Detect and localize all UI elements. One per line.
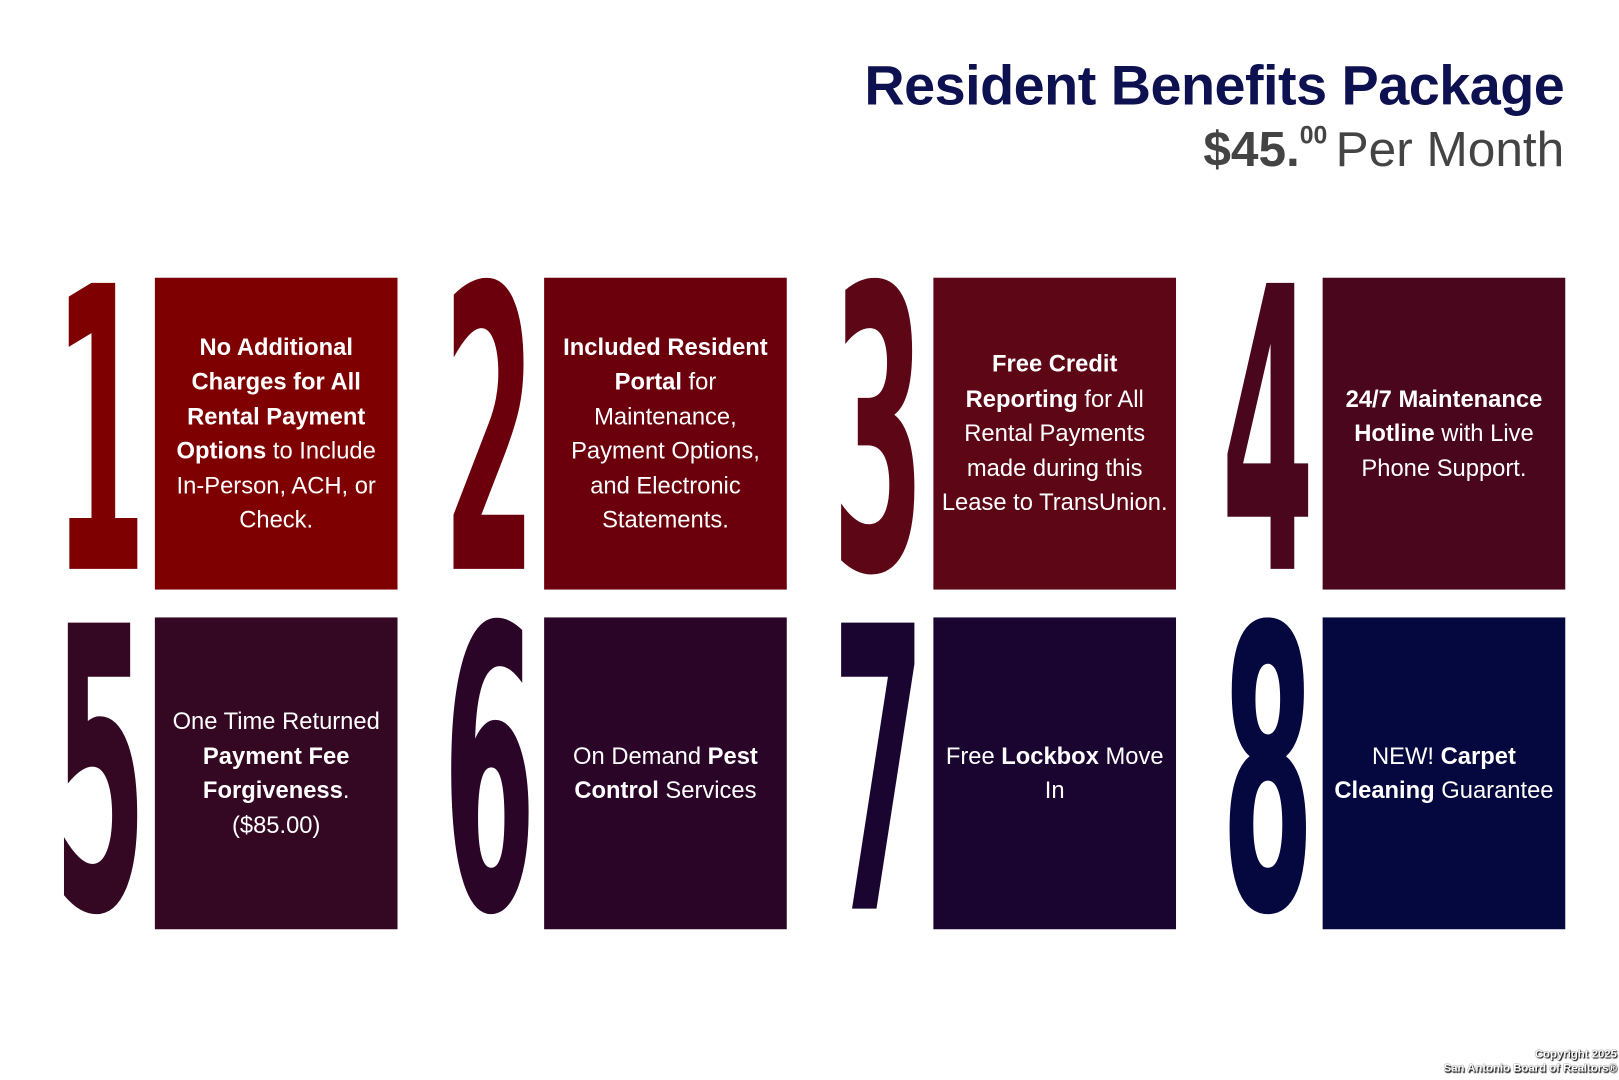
page-title: Resident Benefits Package xyxy=(864,54,1565,117)
benefit-text: Free Credit Reporting for All Rental Pay… xyxy=(939,347,1171,520)
benefit-highlight: Pest Control xyxy=(574,741,758,804)
benefit-box: 24/7 Maintenance Hotline with Live Phone… xyxy=(1322,277,1566,590)
benefit-highlight: 24/7 Maintenance Hotline xyxy=(1345,384,1543,447)
benefit-card-7: 7 Free Lockbox Move In xyxy=(832,617,1178,930)
copyright-owner: San Antonio Board of Realtors® xyxy=(1443,1062,1617,1075)
benefit-text: NEW! Carpet Cleaning Guarantee xyxy=(1328,739,1560,808)
benefit-description: Services xyxy=(658,776,757,804)
benefit-number: 3 xyxy=(832,277,926,590)
price-period: Per Month xyxy=(1335,122,1565,178)
benefit-number-area: 5 xyxy=(54,617,151,929)
benefit-number-area: 3 xyxy=(832,278,929,590)
benefit-box: Free Lockbox Move In xyxy=(933,617,1177,930)
benefit-highlight: Included Resident Portal xyxy=(563,332,768,395)
benefit-box: Included Resident Portal for Maintenance… xyxy=(544,277,787,590)
benefit-number: 7 xyxy=(832,617,926,930)
benefit-card-3: 3 Free Credit Reporting for All Rental P… xyxy=(832,277,1178,590)
benefit-number: 1 xyxy=(53,277,147,590)
benefit-number: 5 xyxy=(53,617,147,930)
benefit-number: 2 xyxy=(442,277,536,590)
benefit-card-1: 1 No Additional Charges for All Rental P… xyxy=(54,277,400,590)
benefit-card-5: 5 One Time Returned Payment Fee Forgiven… xyxy=(54,617,400,930)
benefit-prefix: Free xyxy=(945,741,1002,769)
benefit-prefix: NEW! xyxy=(1372,741,1441,769)
benefit-number: 4 xyxy=(1221,277,1315,590)
benefit-description: Move In xyxy=(1044,741,1164,804)
price-amount: $45. xyxy=(1203,122,1300,178)
benefit-highlight: Lockbox xyxy=(1001,741,1099,769)
benefit-text: On Demand Pest Control Services xyxy=(549,739,781,808)
benefit-number-area: 2 xyxy=(443,278,540,590)
benefit-box: On Demand Pest Control Services xyxy=(544,617,787,930)
price-cents: 00 xyxy=(1299,121,1328,150)
benefit-highlight: Free Credit Reporting xyxy=(965,350,1118,412)
benefit-card-2: 2 Included Resident Portal for Maintenan… xyxy=(443,277,789,590)
benefit-number-area: 1 xyxy=(54,278,151,590)
copyright: Copyright 2025 San Antonio Board of Realt… xyxy=(1444,1047,1617,1076)
benefit-highlight: Carpet Cleaning xyxy=(1334,741,1516,804)
benefit-description: for Maintenance, Payment Options, and El… xyxy=(571,367,760,533)
benefit-card-8: 8 NEW! Carpet Cleaning Guarantee xyxy=(1221,617,1567,930)
benefit-highlight: No Additional Charges for All Rental Pay… xyxy=(176,332,366,464)
benefit-highlight: Payment Fee Forgiveness xyxy=(202,741,350,804)
benefit-prefix: One Time Returned xyxy=(172,707,380,735)
benefit-text: Included Resident Portal for Maintenance… xyxy=(549,330,781,538)
benefit-number-area: 4 xyxy=(1221,278,1318,590)
benefit-text: No Additional Charges for All Rental Pay… xyxy=(160,330,392,538)
benefit-number-area: 7 xyxy=(832,617,929,929)
copyright-line: Copyright 2025 xyxy=(1534,1047,1617,1061)
benefit-box: NEW! Carpet Cleaning Guarantee xyxy=(1322,617,1566,930)
benefit-text: 24/7 Maintenance Hotline with Live Phone… xyxy=(1328,382,1560,486)
benefit-prefix: On Demand xyxy=(573,741,708,769)
benefit-number: 8 xyxy=(1221,617,1315,930)
benefit-description: for All Rental Payments made during this… xyxy=(941,384,1168,516)
benefit-description: Guarantee xyxy=(1434,776,1554,804)
benefit-card-6: 6 On Demand Pest Control Services xyxy=(443,617,789,930)
benefit-text: One Time Returned Payment Fee Forgivenes… xyxy=(160,704,392,842)
benefit-box: One Time Returned Payment Fee Forgivenes… xyxy=(154,617,398,930)
price-subtitle: $45.00 Per Month xyxy=(1203,122,1564,179)
benefit-box: No Additional Charges for All Rental Pay… xyxy=(154,277,398,590)
benefit-number-area: 8 xyxy=(1221,617,1318,929)
benefit-number-area: 6 xyxy=(443,617,540,929)
benefit-description: to Include In-Person, ACH, or Check. xyxy=(176,436,376,533)
benefit-description: with Live Phone Support. xyxy=(1361,419,1534,481)
benefit-box: Free Credit Reporting for All Rental Pay… xyxy=(933,277,1177,590)
benefit-card-4: 4 24/7 Maintenance Hotline with Live Pho… xyxy=(1221,277,1567,590)
benefit-number: 6 xyxy=(442,617,536,930)
benefit-description: . ($85.00) xyxy=(231,776,350,838)
benefit-text: Free Lockbox Move In xyxy=(939,739,1171,808)
